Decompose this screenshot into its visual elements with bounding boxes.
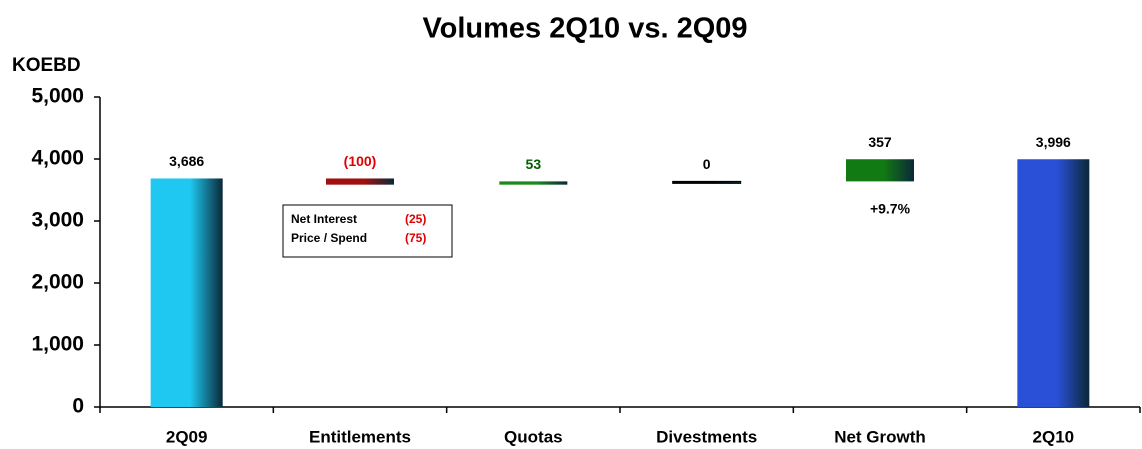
value-label: 0	[703, 156, 711, 172]
breakdown-name: Price / Spend	[291, 231, 367, 245]
x-tick-label: 2Q10	[1033, 427, 1075, 446]
y-tick-label: 3,000	[31, 209, 84, 232]
y-tick-label: 5,000	[31, 85, 84, 108]
x-tick-label: Divestments	[656, 427, 757, 446]
bar	[1017, 159, 1090, 407]
value-label: 53	[526, 156, 542, 172]
x-tick-label: 2Q09	[166, 427, 208, 446]
value-label: (100)	[344, 153, 377, 169]
y-axis-label: KOEBD	[12, 55, 81, 76]
value-label: 3,686	[169, 153, 204, 169]
breakdown-name: Net Interest	[291, 212, 357, 226]
bar	[150, 178, 223, 407]
x-tick-label: Net Growth	[834, 427, 926, 446]
value-label: 357	[868, 134, 892, 150]
y-tick-label: 0	[72, 395, 84, 418]
annotation: +9.7%	[870, 201, 911, 217]
x-tick-label: Quotas	[504, 427, 563, 446]
bar	[672, 180, 742, 184]
x-tick-label: Entitlements	[309, 427, 411, 446]
bar	[326, 178, 394, 185]
bar	[499, 181, 568, 185]
y-tick-label: 2,000	[31, 271, 84, 294]
y-tick-label: 4,000	[31, 147, 84, 170]
y-tick-label: 1,000	[31, 333, 84, 356]
chart-title: Volumes 2Q10 vs. 2Q09	[422, 13, 747, 45]
breakdown-value: (75)	[405, 231, 426, 245]
breakdown-box	[282, 204, 453, 258]
breakdown-value: (25)	[405, 212, 426, 226]
value-label: 3,996	[1036, 134, 1071, 150]
bar	[846, 159, 914, 182]
